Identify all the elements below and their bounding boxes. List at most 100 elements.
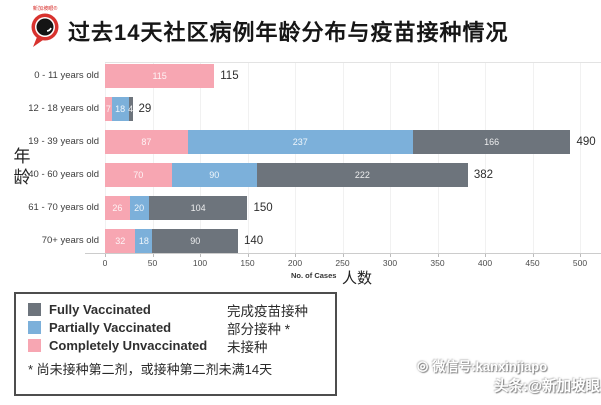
legend-label-zh: 完成疫苗接种 (227, 303, 308, 319)
bar-segment-value: 20 (134, 203, 145, 213)
x-axis-tick-label: 50 (147, 258, 158, 268)
bar-total-label: 115 (220, 70, 239, 82)
plot-top-border (105, 62, 601, 63)
page-title: 过去14天社区病例年龄分布与疫苗接种情况 (68, 20, 509, 45)
x-axis-tick-mark (152, 254, 154, 257)
bar-row: 19 - 39 years old 87 237 166 490 (28, 130, 596, 154)
camera-circle-icon: ◎ (417, 357, 429, 373)
bar-segment-value: 90 (190, 236, 201, 246)
grid-line (105, 63, 106, 253)
bar-segment-value: 90 (209, 170, 220, 180)
bar-row: 40 - 60 years old 70 90 222 382 (28, 163, 494, 187)
x-axis-tick-mark (247, 254, 249, 257)
age-group-label: 70+ years old (41, 235, 99, 246)
bar-row: 70+ years old 32 18 90 140 (42, 229, 264, 253)
grid-line (200, 63, 201, 253)
plot-area: No. of Cases 人数 0 50 100 150 200 250 300 350 400… (28, 62, 601, 287)
x-axis-tick-label: 450 (525, 258, 540, 268)
grid-line (532, 63, 534, 253)
bar-segment-fully-vaccinated: 104 (148, 196, 248, 220)
legend-label-zh: 部分接种 * (227, 321, 291, 337)
x-axis-tick-mark (485, 254, 486, 257)
bar-segment-fully-vaccinated: 222 (257, 163, 468, 187)
x-axis-tick-label: 300 (382, 258, 398, 268)
bar-segment-fully-vaccinated: 166 (412, 130, 571, 154)
bar-segment-fully-vaccinated: 4 (128, 97, 134, 121)
bar-total-label: 490 (576, 136, 596, 148)
bar-segment-value: 7 (105, 104, 111, 114)
brand-logo-icon: 新加坡眼® (31, 4, 59, 47)
x-axis-tick-label: 150 (240, 258, 255, 268)
bar-segment-completely-unvaccinated: 32 (105, 229, 136, 253)
x-axis-tick-label: 100 (192, 258, 208, 268)
bar-total-label: 140 (243, 235, 264, 247)
bar-segment-completely-unvaccinated: 70 (105, 163, 172, 187)
x-axis-line (85, 253, 601, 254)
bar-segment-partially-vaccinated: 18 (111, 97, 129, 121)
x-axis-tick-mark (295, 254, 296, 257)
bar-segment-partially-vaccinated: 237 (187, 130, 413, 154)
grid-line (390, 63, 391, 253)
bar-total-label: 382 (473, 169, 494, 181)
legend-items: Fully Vaccinated 完成疫苗接种 Partially Vaccinat… (28, 301, 326, 355)
x-axis-tick-mark (580, 254, 581, 257)
x-axis-tick-label: 400 (477, 258, 493, 268)
legend-swatch-icon (28, 303, 41, 316)
bar-segment-partially-vaccinated: 20 (129, 196, 149, 220)
x-axis-tick-label: 200 (287, 258, 303, 268)
bar-segment-completely-unvaccinated: 87 (105, 130, 188, 154)
y-axis-label: 年龄 (13, 147, 31, 187)
bar-segment-value: 18 (138, 236, 149, 246)
bar-segment-partially-vaccinated: 18 (135, 229, 153, 253)
x-axis-tick-mark (342, 254, 344, 257)
bar-segment-value: 166 (484, 137, 500, 147)
legend-item: Partially Vaccinated 部分接种 * (28, 319, 326, 337)
age-group-label: 61 - 70 years old (28, 202, 99, 213)
legend-swatch-icon (28, 321, 41, 334)
x-axis-tick-label: 350 (430, 258, 445, 268)
bar-segment-partially-vaccinated: 90 (171, 163, 257, 187)
legend-box: Fully Vaccinated 完成疫苗接种 Partially Vaccinat… (14, 292, 337, 396)
x-axis-tick-label: 0 (102, 258, 108, 268)
grid-line (437, 63, 439, 253)
bar-row: 61 - 70 years old 26 20 104 150 (28, 196, 273, 220)
bar-segment-completely-unvaccinated: 26 (105, 196, 130, 220)
legend-label-en: Completely Unvaccinated (49, 338, 208, 353)
bar-segment-completely-unvaccinated: 7 (105, 97, 112, 121)
bar-segment-value: 4 (128, 104, 134, 114)
bar-segment-value: 222 (354, 170, 370, 180)
age-group-label: 0 - 11 years old (34, 70, 99, 81)
bar-segment-fully-vaccinated: 90 (152, 229, 238, 253)
legend-label-zh: 未接种 (227, 339, 268, 355)
legend-item: Completely Unvaccinated 未接种 (28, 337, 326, 355)
grid-line (295, 63, 296, 253)
bar-segment-completely-unvaccinated: 115 (105, 64, 215, 88)
bar-segment-value: 104 (190, 203, 206, 213)
bar-row: 0 - 11 years old 115 115 (34, 64, 239, 88)
bar-total-label: 150 (253, 202, 273, 214)
x-axis-tick-mark (532, 254, 534, 257)
brand-logo-text: 新加坡眼® (33, 4, 58, 12)
x-axis-label-en: No. of Cases (291, 271, 337, 280)
bar-segment-value: 115 (152, 71, 167, 81)
bar-segment-value: 32 (115, 236, 126, 246)
x-axis-tick-mark (105, 254, 106, 257)
x-axis-tick-mark (437, 254, 439, 257)
grid-line (580, 63, 581, 253)
legend-item: Fully Vaccinated 完成疫苗接种 (28, 301, 326, 319)
age-group-label: 19 - 39 years old (28, 136, 99, 147)
bar-segment-value: 70 (133, 170, 144, 180)
x-axis-tick-mark (200, 254, 201, 257)
bar-total-label: 29 (138, 103, 152, 115)
grid-line (152, 63, 154, 253)
grid-line (485, 63, 486, 253)
legend-label-en: Partially Vaccinated (49, 320, 172, 335)
bar-row: 12 - 18 years old 7 18 4 29 (28, 97, 152, 121)
bar-segment-value: 87 (141, 137, 152, 147)
header: 新加坡眼® 过去14天社区病例年龄分布与疫苗接种情况 (26, 2, 508, 50)
legend-swatch-icon (28, 339, 41, 352)
x-axis-tick-label: 500 (572, 258, 588, 268)
x-axis-tick-label: 250 (335, 258, 350, 268)
watermark-wechat-id: 微信号:kanxinjiapo (432, 359, 548, 374)
